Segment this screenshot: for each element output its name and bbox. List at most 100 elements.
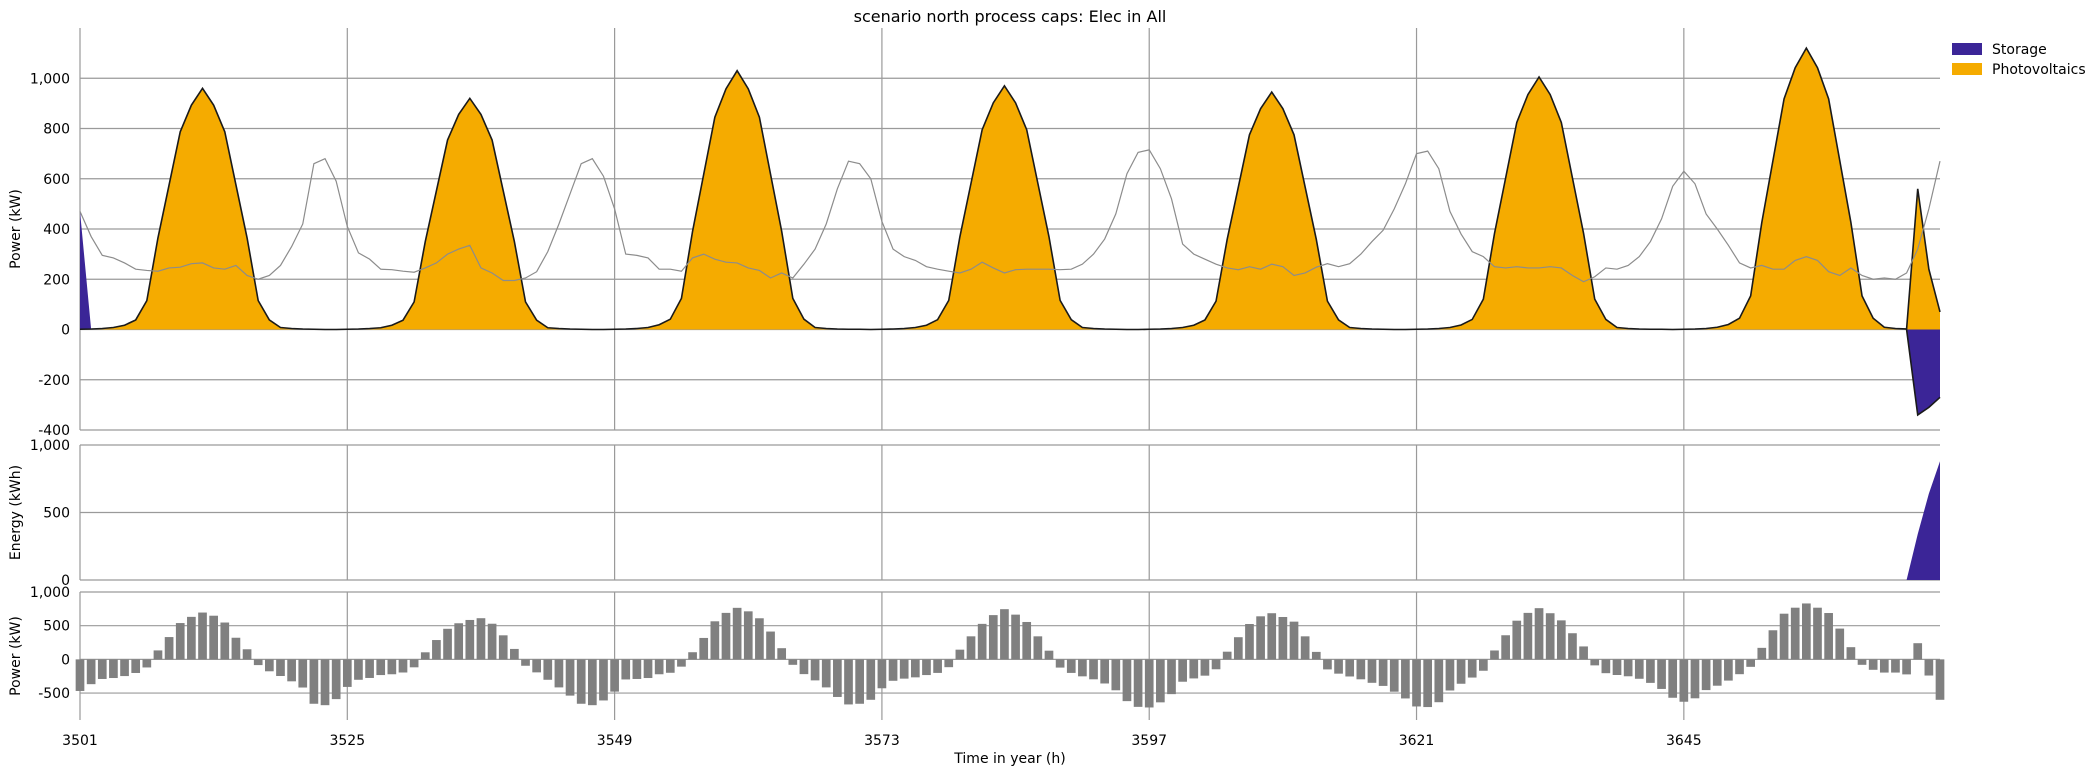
net-power-bar (1924, 659, 1934, 676)
x-tick-label: 3525 (329, 733, 365, 749)
y-axis-label: Energy (kWh) (8, 465, 24, 560)
legend-label-photovoltaics: Photovoltaics (1992, 62, 2086, 78)
y-tick-label: 1,000 (30, 585, 70, 601)
chart-title: scenario north process caps: Elec in All (854, 7, 1167, 26)
net-power-bar (1857, 659, 1867, 665)
net-power-bar (1100, 659, 1110, 684)
net-power-bar (1022, 621, 1032, 660)
net-power-bar (732, 607, 742, 660)
net-power-bar (220, 622, 230, 660)
net-power-bar (587, 659, 597, 706)
y-tick-label: 400 (43, 222, 70, 238)
net-power-bar (1668, 659, 1678, 698)
net-power-bar (1412, 659, 1421, 707)
net-power-bar (142, 659, 152, 668)
net-power-bar (1935, 659, 1945, 700)
net-power-bar (1434, 659, 1444, 703)
net-power-bar (1267, 613, 1277, 660)
net-power-bar (988, 615, 998, 660)
y-tick-label: -200 (38, 373, 70, 389)
net-power-bar (777, 648, 787, 660)
net-power-bar (721, 612, 731, 660)
net-power-bar (1512, 620, 1522, 660)
legend: Storage Photovoltaics (1952, 42, 2086, 78)
x-axis: 3501 3525 3549 3573 3597 3621 3645 (62, 733, 1701, 749)
net-power-bar (855, 659, 864, 704)
x-tick-label: 3597 (1131, 733, 1167, 749)
net-power-bar (1345, 659, 1355, 677)
net-power-bar (1835, 628, 1845, 660)
net-power-bar (621, 659, 631, 680)
net-power-bar (1902, 659, 1911, 675)
net-power-bar (287, 659, 296, 682)
net-power-bar (1078, 659, 1087, 677)
net-power-bar (153, 650, 163, 660)
net-power-bar (1868, 659, 1878, 670)
net-power-bar (298, 659, 308, 688)
net-power-bar (175, 623, 185, 660)
net-power-bar (276, 659, 285, 677)
net-power-bar (554, 659, 564, 688)
net-power-bar (1334, 659, 1343, 674)
x-tick-label: 3621 (1399, 733, 1435, 749)
x-tick-label: 3501 (62, 733, 98, 749)
net-power-bar (320, 659, 330, 706)
net-power-bar (1523, 612, 1533, 660)
net-power-bar (1111, 659, 1121, 691)
y-tick-label: 800 (43, 122, 70, 138)
net-power-bar (888, 659, 898, 681)
net-power-bar (532, 659, 541, 673)
net-power-bar (1423, 659, 1433, 708)
net-power-bar (654, 659, 664, 675)
net-power-bar (966, 636, 976, 660)
net-power-bar (1846, 647, 1856, 660)
net-power-bar (1690, 659, 1700, 699)
net-power-bar (910, 659, 920, 678)
net-power-bar (1746, 659, 1756, 667)
net-power-bar (810, 659, 820, 681)
net-power-bar (665, 659, 675, 673)
net-power-bar (487, 623, 497, 660)
net-power-bar (1701, 659, 1711, 691)
net-power-bar (1200, 659, 1210, 676)
net-power-bar (242, 649, 252, 660)
x-axis-label: Time in year (h) (953, 751, 1065, 767)
y-tick-label: -400 (38, 423, 70, 439)
net-power-bar (521, 659, 530, 666)
net-power-bar (1735, 659, 1744, 675)
net-power-bar (1813, 607, 1822, 660)
net-power-bar (1724, 659, 1733, 681)
net-power-bar (209, 615, 218, 660)
net-power-bar (821, 659, 831, 688)
net-power-bar (1879, 659, 1889, 673)
net-power-bar (1556, 620, 1566, 660)
net-power-bar (1768, 630, 1778, 660)
net-power-bar (1144, 659, 1154, 708)
net-power-bar (743, 611, 753, 660)
net-power-bar (1534, 608, 1544, 660)
net-power-bar (944, 659, 954, 668)
net-power-bar (1790, 607, 1800, 660)
net-power-bar (1311, 651, 1321, 660)
net-power-bar (1824, 613, 1833, 660)
net-power-bar (766, 631, 775, 660)
net-power-bar (164, 637, 174, 660)
net-power-bar (1634, 659, 1644, 679)
net-power-bar (231, 637, 241, 660)
net-power-bar (309, 659, 319, 704)
y-tick-label: -500 (38, 686, 70, 702)
net-power-bar (977, 623, 987, 660)
y-tick-label: 0 (61, 652, 70, 668)
net-power-bar (1389, 659, 1399, 692)
net-power-bar (788, 659, 798, 665)
net-power-bar (1545, 613, 1555, 660)
net-power-bar (454, 623, 464, 660)
y-axis-label: Power (kW) (8, 616, 24, 696)
net-power-bar (1657, 659, 1666, 689)
net-power-bar (253, 659, 263, 666)
net-power-bar (1278, 616, 1288, 660)
net-power-bar (1300, 636, 1310, 660)
net-power-bar (1757, 647, 1767, 660)
net-power-bar (799, 659, 809, 675)
